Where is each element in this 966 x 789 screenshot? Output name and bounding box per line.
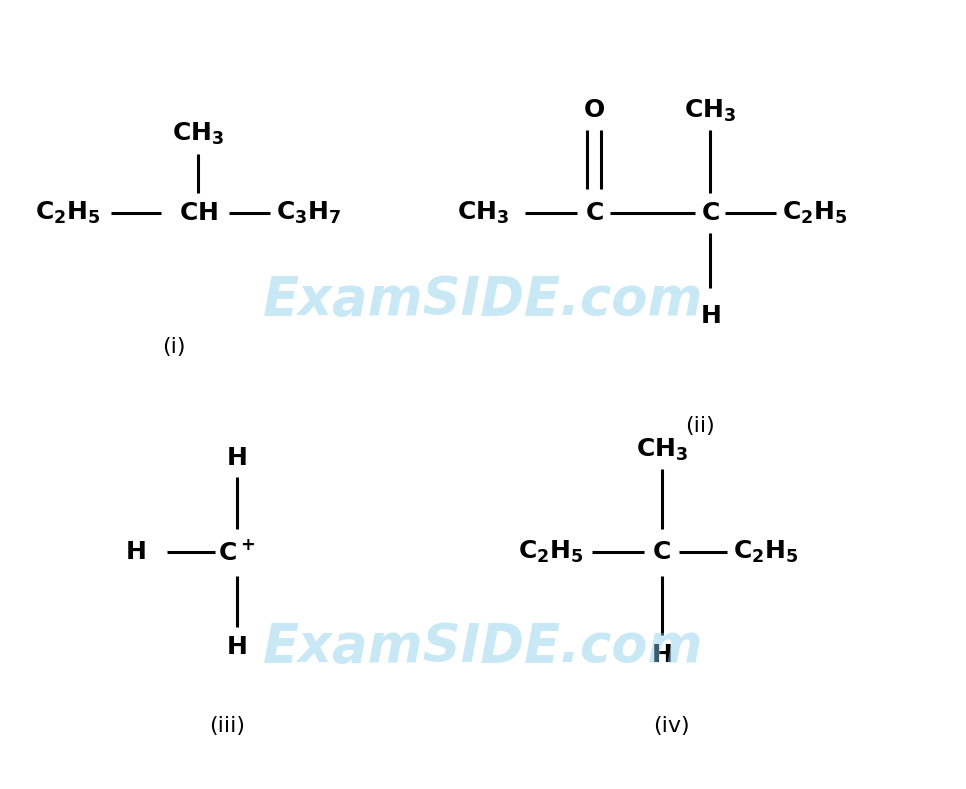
- Text: $\mathbf{C}$: $\mathbf{C}$: [652, 540, 671, 564]
- Text: (i): (i): [162, 337, 185, 357]
- Text: $\mathbf{C}$: $\mathbf{C}$: [700, 201, 720, 225]
- Text: $\mathbf{CH_3}$: $\mathbf{CH_3}$: [684, 97, 736, 124]
- Text: ExamSIDE.com: ExamSIDE.com: [263, 274, 703, 326]
- Text: $\mathbf{C^+}$: $\mathbf{C^+}$: [218, 540, 255, 565]
- Text: $\mathbf{H}$: $\mathbf{H}$: [125, 540, 146, 564]
- Text: $\mathbf{CH_3}$: $\mathbf{CH_3}$: [172, 121, 224, 148]
- Text: $\mathbf{H}$: $\mathbf{H}$: [226, 446, 247, 469]
- Text: $\mathbf{CH_3}$: $\mathbf{CH_3}$: [457, 200, 509, 226]
- Text: $\mathbf{CH}$: $\mathbf{CH}$: [179, 201, 217, 225]
- Text: (ii): (ii): [686, 416, 715, 436]
- Text: $\mathbf{C_3H_7}$: $\mathbf{C_3H_7}$: [276, 200, 342, 226]
- Text: $\mathbf{C}$: $\mathbf{C}$: [584, 201, 604, 225]
- Text: ExamSIDE.com: ExamSIDE.com: [263, 621, 703, 673]
- Text: $\mathbf{C_2H_5}$: $\mathbf{C_2H_5}$: [518, 539, 583, 566]
- Text: $\mathbf{O}$: $\mathbf{O}$: [583, 99, 605, 122]
- Text: (iii): (iii): [209, 716, 245, 736]
- Text: $\mathbf{C_2H_5}$: $\mathbf{C_2H_5}$: [733, 539, 799, 566]
- Text: $\mathbf{CH_3}$: $\mathbf{CH_3}$: [636, 436, 688, 463]
- Text: $\mathbf{C_2H_5}$: $\mathbf{C_2H_5}$: [35, 200, 100, 226]
- Text: $\mathbf{H}$: $\mathbf{H}$: [651, 643, 672, 667]
- Text: (iv): (iv): [653, 716, 690, 736]
- Text: $\mathbf{H}$: $\mathbf{H}$: [226, 635, 247, 659]
- Text: $\mathbf{C_2H_5}$: $\mathbf{C_2H_5}$: [781, 200, 847, 226]
- Text: $\mathbf{H}$: $\mathbf{H}$: [699, 304, 721, 327]
